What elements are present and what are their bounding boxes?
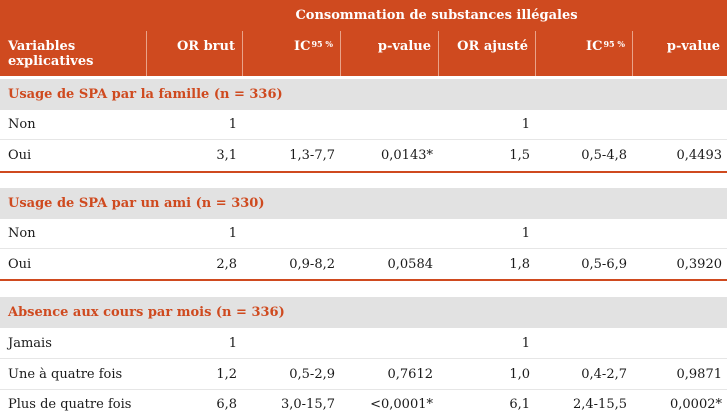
pvalue-brut-cell: <0,0001*	[370, 397, 433, 412]
pvalue-ajuste-cell	[632, 109, 727, 140]
row-label: Jamais	[8, 336, 52, 351]
pvalue-brut-cell	[340, 218, 438, 249]
section-header: Usage de SPA par la famille (n = 336)	[0, 79, 727, 110]
pvalue-ajuste-cell: 0,9871	[676, 367, 723, 382]
ic95-ajuste-cell: 2,4-15,5	[572, 397, 627, 412]
header-or-ajuste: OR ajusté	[457, 39, 528, 54]
row-label: Oui	[8, 257, 32, 272]
ic95-ajuste-cell	[535, 328, 632, 359]
or-brut-cell: 3,1	[216, 148, 237, 163]
table-row: Une à quatre fois 1,2 0,5-2,9 0,7612 1,0 0,4-…	[0, 359, 727, 390]
pvalue-ajuste-cell: 0,3920	[676, 257, 723, 272]
section-header: Absence aux cours par mois (n = 336)	[0, 297, 727, 328]
pvalue-brut-cell: 0,0143*	[381, 148, 433, 163]
section-divider	[0, 279, 727, 281]
or-ajuste-cell: 1	[521, 226, 530, 241]
header-variables: Variables explicatives	[8, 39, 94, 69]
row-label: Plus de quatre fois	[8, 397, 132, 412]
table-header-group: Consommation de substances illégales	[0, 0, 727, 31]
ic95-brut-cell	[242, 109, 340, 140]
or-brut-cell: 1,2	[216, 367, 237, 382]
ic95-brut-cell: 3,0-15,7	[280, 397, 335, 412]
pvalue-ajuste-cell: 0,4493	[676, 148, 723, 163]
or-ajuste-cell: 1	[521, 336, 530, 351]
ic95-ajuste-cell: 0,5-6,9	[581, 257, 627, 272]
group-title: Consommation de substances illégales	[295, 8, 578, 23]
ic95-brut-cell	[242, 328, 340, 359]
table-row: Oui 2,8 0,9-8,2 0,0584 1,8 0,5-6,9 0,3920	[0, 249, 727, 280]
ic95-brut-cell: 1,3-7,7	[289, 148, 335, 163]
table-row: Non 1 1	[0, 109, 727, 140]
pvalue-brut-cell: 0,7612	[387, 367, 434, 382]
section-header: Usage de SPA par un ami (n = 330)	[0, 188, 727, 219]
header-pvalue-1: p-value	[377, 39, 431, 54]
or-brut-cell: 1	[228, 336, 237, 351]
header-pvalue-2: p-value	[666, 39, 720, 54]
or-brut-cell: 2,8	[216, 257, 237, 272]
row-label: Une à quatre fois	[8, 367, 123, 382]
row-label: Non	[8, 226, 36, 241]
table-header-columns: Variables explicatives OR brut IC 95 % p-…	[0, 31, 727, 76]
pvalue-ajuste-cell: 0,0002*	[670, 397, 722, 412]
ic95-brut-cell	[242, 218, 340, 249]
or-brut-cell: 1	[228, 117, 237, 132]
ic95-ajuste-cell: 0,5-4,8	[581, 148, 627, 163]
or-ajuste-cell: 1,8	[509, 257, 530, 272]
header-ic95-1: IC 95 %	[294, 39, 333, 54]
ic95-ajuste-cell	[535, 218, 632, 249]
or-brut-cell: 1	[228, 226, 237, 241]
pvalue-ajuste-cell	[632, 218, 727, 249]
header-ic95-2: IC 95 %	[586, 39, 625, 54]
row-label: Oui	[8, 148, 32, 163]
ic95-ajuste-cell	[535, 109, 632, 140]
or-ajuste-cell: 1,5	[509, 148, 530, 163]
table-row: Oui 3,1 1,3-7,7 0,0143* 1,5 0,5-4,8 0,4493	[0, 140, 727, 171]
pvalue-brut-cell	[340, 328, 438, 359]
or-ajuste-cell: 6,1	[509, 397, 530, 412]
or-brut-cell: 6,8	[216, 397, 237, 412]
row-label: Non	[8, 117, 36, 132]
or-ajuste-cell: 1	[521, 117, 530, 132]
table-row: Non 1 1	[0, 218, 727, 249]
or-ajuste-cell: 1,0	[509, 367, 530, 382]
header-or-brut: OR brut	[176, 39, 235, 54]
section-divider	[0, 171, 727, 173]
pvalue-brut-cell	[340, 109, 438, 140]
ic95-brut-cell: 0,9-8,2	[289, 257, 335, 272]
ic95-brut-cell: 0,5-2,9	[289, 367, 335, 382]
pvalue-ajuste-cell	[632, 328, 727, 359]
ic95-ajuste-cell: 0,4-2,7	[581, 367, 627, 382]
pvalue-brut-cell: 0,0584	[387, 257, 434, 272]
table-row: Jamais 1 1	[0, 328, 727, 359]
table-row: Plus de quatre fois 6,8 3,0-15,7 <0,0001* 6,…	[0, 389, 727, 420]
